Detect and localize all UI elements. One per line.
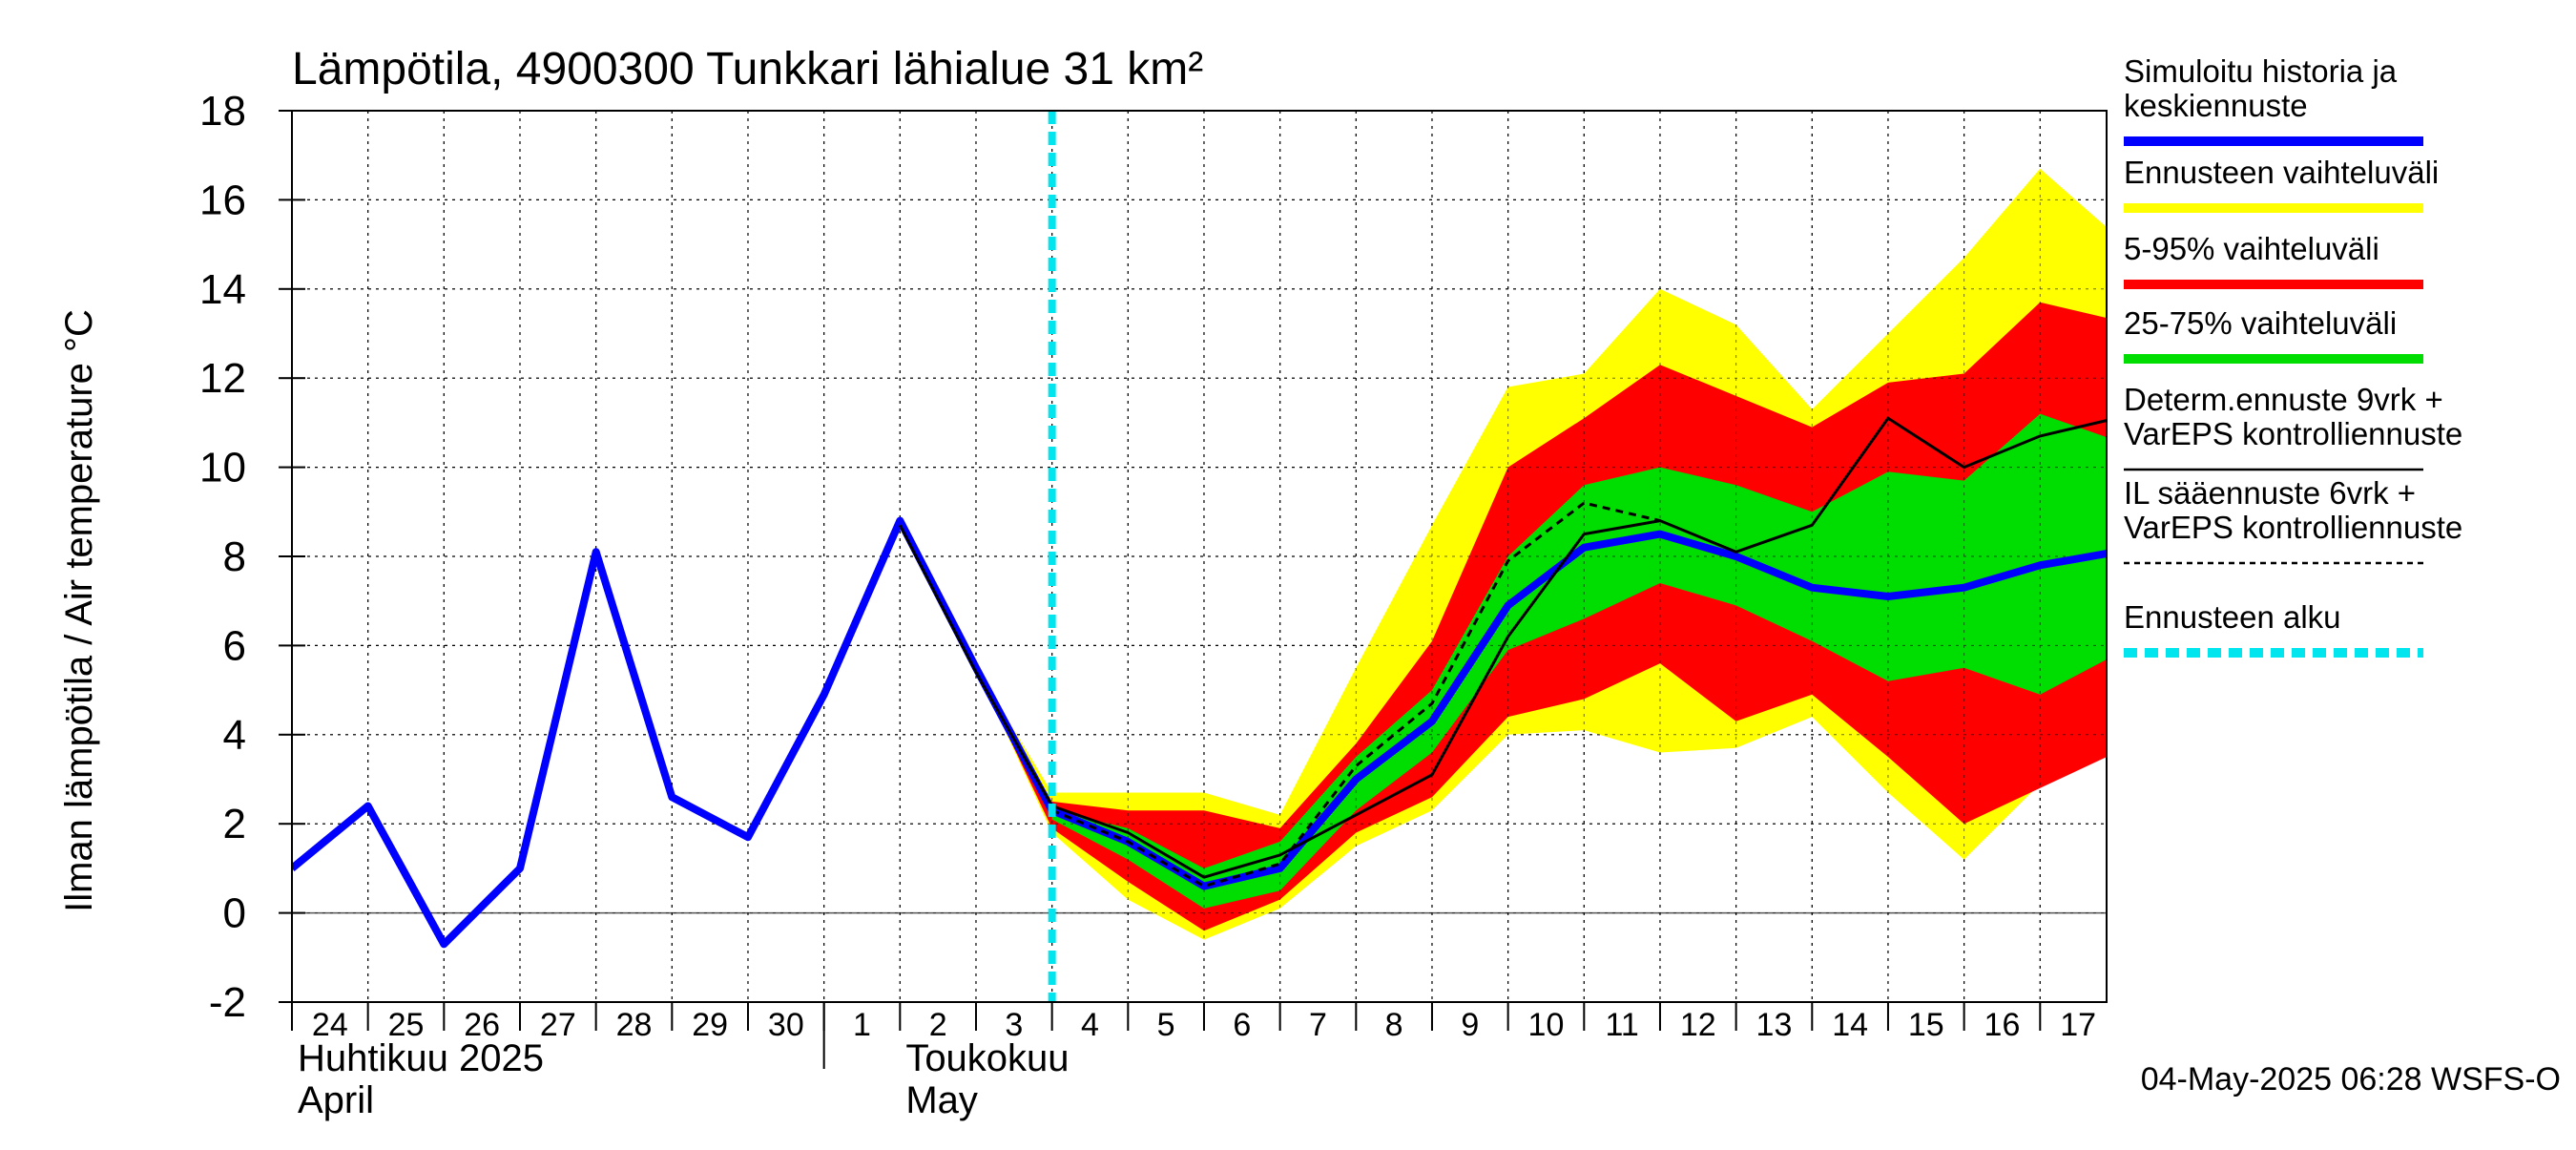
band-00dd00 [1051,413,2107,909]
y-tick-label: 6 [223,622,246,669]
chart-title: Lämpötila, 4900300 Tunkkari lähialue 31 … [292,44,1203,94]
legend-label: 5-95% vaihteluväli [2124,231,2379,266]
series-line [1051,501,1661,889]
x-tick-label: 13 [1756,1007,1793,1043]
x-tick-label: 17 [2060,1007,2096,1043]
y-tick-label: 2 [223,801,246,847]
x-tick-label: 11 [1605,1007,1638,1043]
legend-label: VarEPS kontrolliennuste [2124,416,2462,451]
x-tick-label: 27 [540,1007,576,1043]
y-axis-label: Ilman lämpötila / Air temperature °C [58,309,100,912]
y-tick-label: 18 [199,88,246,135]
x-tick-label: 1 [853,1007,871,1043]
x-tick-label: 25 [388,1007,425,1043]
y-tick-label: 12 [199,355,246,402]
x-tick-label: 12 [1680,1007,1716,1043]
y-tick-label: 14 [199,266,246,313]
x-tick-label: 10 [1528,1007,1565,1043]
x-tick-label: 28 [616,1007,653,1043]
x-tick-label: 6 [1233,1007,1251,1043]
legend-label: keskiennuste [2124,88,2308,123]
x-tick-label: 3 [1005,1007,1023,1043]
plot-frame [291,110,2108,1003]
y-tick-label: 16 [199,177,246,223]
series-line [898,416,2107,879]
x-tick-label: 7 [1309,1007,1327,1043]
x-tick-label: 29 [692,1007,728,1043]
y-tick-label: 4 [223,712,246,759]
month-label-fi: Huhtikuu 2025 [298,1037,544,1079]
x-tick-label: 14 [1832,1007,1868,1043]
x-tick-label: 9 [1461,1007,1479,1043]
x-tick-label: 26 [464,1007,500,1043]
x-tick-label: 24 [312,1007,348,1043]
series-line [292,516,2107,949]
legend-label: 25-75% vaihteluväli [2124,305,2397,341]
legend-label: Determ.ennuste 9vrk + [2124,382,2443,417]
legend-label: IL sääennuste 6vrk + [2124,475,2416,511]
x-tick-label: 4 [1081,1007,1099,1043]
timestamp: 04-May-2025 06:28 WSFS-O [2141,1061,2561,1098]
y-tick-label: -2 [209,979,246,1026]
x-tick-label: 2 [929,1007,947,1043]
y-tick-label: 8 [223,533,246,580]
legend-label: Simuloitu historia ja [2124,53,2398,89]
legend-label: Ennusteen alku [2124,599,2341,635]
y-tick-label: 0 [223,890,246,937]
x-tick-label: 30 [768,1007,804,1043]
x-tick-label: 15 [1908,1007,1944,1043]
month-label-fi: Toukokuu [905,1037,1069,1079]
legend-label: VarEPS kontrolliennuste [2124,510,2462,545]
series-lines [292,111,2107,1002]
y-tick-label: 10 [199,445,246,491]
forecast-bands [292,111,2107,1002]
month-label-en: May [905,1079,978,1121]
month-label-en: April [298,1079,374,1121]
legend-label: Ennusteen vaihteluväli [2124,155,2439,190]
x-tick-label: 8 [1385,1007,1403,1043]
x-tick-label: 16 [1984,1007,2021,1043]
x-tick-label: 5 [1157,1007,1175,1043]
